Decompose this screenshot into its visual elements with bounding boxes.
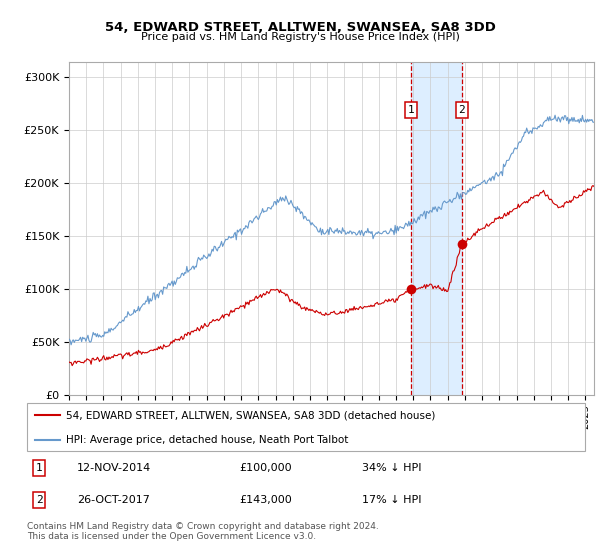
Bar (411, 62, 462, 395)
Text: 2: 2 (36, 495, 43, 505)
Text: 54, EDWARD STREET, ALLTWEN, SWANSEA, SA8 3DD (detached house): 54, EDWARD STREET, ALLTWEN, SWANSEA, SA8… (66, 410, 436, 420)
Text: 1: 1 (407, 105, 415, 115)
Text: 26-OCT-2017: 26-OCT-2017 (77, 495, 150, 505)
Text: £100,000: £100,000 (239, 463, 292, 473)
Text: 12-NOV-2014: 12-NOV-2014 (77, 463, 151, 473)
FancyBboxPatch shape (27, 403, 585, 451)
Text: 17% ↓ HPI: 17% ↓ HPI (362, 495, 421, 505)
Text: Contains HM Land Registry data © Crown copyright and database right 2024.
This d: Contains HM Land Registry data © Crown c… (27, 522, 379, 542)
Text: 2: 2 (458, 105, 466, 115)
Text: HPI: Average price, detached house, Neath Port Talbot: HPI: Average price, detached house, Neat… (66, 435, 349, 445)
Text: £143,000: £143,000 (239, 495, 292, 505)
Text: 1: 1 (36, 463, 43, 473)
Text: 34% ↓ HPI: 34% ↓ HPI (362, 463, 421, 473)
Text: Price paid vs. HM Land Registry's House Price Index (HPI): Price paid vs. HM Land Registry's House … (140, 32, 460, 42)
Text: 54, EDWARD STREET, ALLTWEN, SWANSEA, SA8 3DD: 54, EDWARD STREET, ALLTWEN, SWANSEA, SA8… (104, 21, 496, 34)
